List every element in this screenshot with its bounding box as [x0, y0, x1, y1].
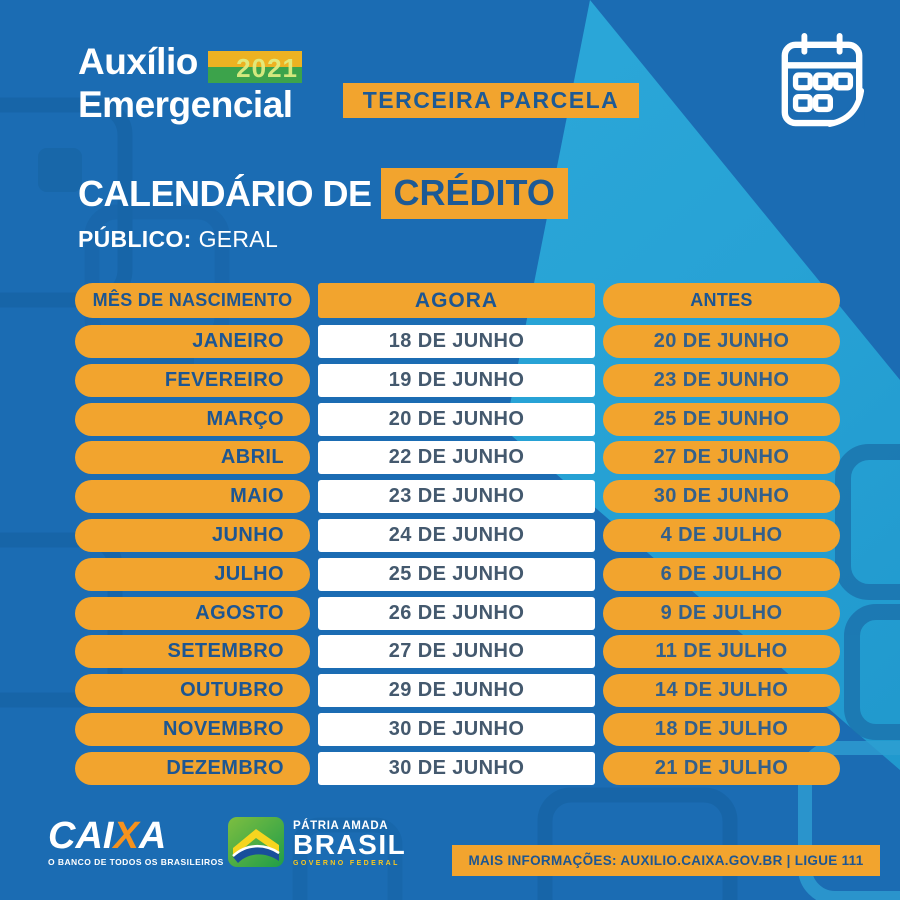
year-label: 2021 [236, 53, 298, 83]
cell-agora-date: 29 DE JUNHO [318, 674, 595, 708]
cell-antes-date: 14 DE JULHO [603, 674, 840, 708]
public-value: GERAL [198, 226, 279, 252]
brasil-label: BRASIL [293, 829, 407, 860]
title-main: CALENDÁRIO DE [78, 172, 372, 214]
logo-line1: Auxílio [78, 41, 198, 82]
caixa-logo: CAIXA O BANCO DE TODOS OS BRASILEIROS [48, 815, 224, 867]
public-line: PÚBLICO: GERAL [78, 226, 278, 253]
cell-antes-date: 21 DE JULHO [603, 751, 840, 785]
table-header-row: MÊS DE NASCIMENTO AGORA ANTES [75, 283, 840, 318]
cell-agora-date: 18 DE JUNHO [318, 325, 595, 358]
cell-month: OUTUBRO [75, 674, 310, 708]
public-label: PÚBLICO: [78, 226, 192, 252]
cell-antes-date: 11 DE JULHO [603, 635, 840, 669]
more-info-bar: MAIS INFORMAÇÕES: AUXILIO.CAIXA.GOV.BR |… [452, 845, 880, 876]
cell-agora-date: 26 DE JUNHO [318, 596, 595, 630]
column-header-antes: ANTES [603, 283, 840, 318]
table-row: NOVEMBRO 30 DE JUNHO 18 DE JULHO [75, 712, 840, 746]
cell-month: JUNHO [75, 518, 310, 552]
cell-antes-date: 30 DE JUNHO [603, 480, 840, 514]
cell-agora-date: 24 DE JUNHO [318, 518, 595, 552]
caixa-letters: CAI [48, 815, 114, 857]
cell-month: SETEMBRO [75, 635, 310, 669]
table-row: MARÇO 20 DE JUNHO 25 DE JUNHO [75, 402, 840, 436]
cell-agora-date: 23 DE JUNHO [318, 480, 595, 514]
logo-line2: Emergencial [78, 84, 293, 125]
cell-antes-date: 4 DE JULHO [603, 518, 840, 552]
cell-antes-date: 6 DE JULHO [603, 557, 840, 591]
table-row: ABRIL 22 DE JUNHO 27 DE JUNHO [75, 441, 840, 475]
cell-agora-date: 22 DE JUNHO [318, 441, 595, 475]
caixa-tagline: O BANCO DE TODOS OS BRASILEIROS [48, 857, 224, 867]
cell-agora-date: 19 DE JUNHO [318, 363, 595, 397]
table-row: AGOSTO 26 DE JUNHO 9 DE JULHO [75, 596, 840, 630]
column-header-month: MÊS DE NASCIMENTO [75, 283, 310, 318]
cell-agora-date: 30 DE JUNHO [318, 751, 595, 785]
cell-month: JANEIRO [75, 325, 310, 358]
cell-month: AGOSTO [75, 596, 310, 630]
brazil-flag-icon [228, 817, 284, 867]
calendar-icon [781, 33, 865, 128]
governo-federal-logo: PÁTRIA AMADA BRASIL GOVERNO FEDERAL [228, 817, 406, 867]
cell-antes-date: 25 DE JUNHO [603, 402, 840, 436]
caixa-wordmark: CAIXA [48, 815, 224, 857]
table-row: JULHO 25 DE JUNHO 6 DE JULHO [75, 557, 840, 591]
auxilio-emergencial-logo: Auxílio Emergencial [78, 40, 293, 126]
cell-antes-date: 20 DE JUNHO [603, 325, 840, 358]
credit-calendar-table: MÊS DE NASCIMENTO AGORA ANTES JANEIRO 18 … [75, 283, 840, 791]
cell-antes-date: 9 DE JULHO [603, 596, 840, 630]
page-title: CALENDÁRIO DE CRÉDITO [78, 168, 568, 219]
cell-antes-date: 27 DE JUNHO [603, 441, 840, 475]
table-row: FEVEREIRO 19 DE JUNHO 23 DE JUNHO [75, 363, 840, 397]
year-2021-badge: 2021 [208, 51, 302, 83]
table-row: MAIO 23 DE JUNHO 30 DE JUNHO [75, 480, 840, 514]
cell-agora-date: 30 DE JUNHO [318, 712, 595, 746]
table-row: DEZEMBRO 30 DE JUNHO 21 DE JULHO [75, 751, 840, 785]
table-row: SETEMBRO 27 DE JUNHO 11 DE JULHO [75, 635, 840, 669]
cell-agora-date: 27 DE JUNHO [318, 635, 595, 669]
cell-agora-date: 25 DE JUNHO [318, 557, 595, 591]
more-info-text: MAIS INFORMAÇÕES: AUXILIO.CAIXA.GOV.BR |… [468, 853, 864, 868]
table-row: JANEIRO 18 DE JUNHO 20 DE JUNHO [75, 325, 840, 358]
cell-antes-date: 23 DE JUNHO [603, 363, 840, 397]
cell-agora-date: 20 DE JUNHO [318, 402, 595, 436]
cell-month: DEZEMBRO [75, 751, 310, 785]
cell-month: MAIO [75, 480, 310, 514]
title-highlight: CRÉDITO [380, 168, 568, 219]
governo-federal-label: GOVERNO FEDERAL [293, 860, 400, 867]
caixa-letters-end: A [138, 815, 167, 857]
patria-amada-label: PÁTRIA AMADA [293, 820, 389, 832]
cell-month: JULHO [75, 557, 310, 591]
table-rows: JANEIRO 18 DE JUNHO 20 DE JUNHO FEVEREIRO 19… [75, 325, 840, 785]
table-row: OUTUBRO 29 DE JUNHO 14 DE JULHO [75, 674, 840, 708]
caixa-x-letter: X [113, 815, 139, 857]
cell-month: MARÇO [75, 402, 310, 436]
cell-month: FEVEREIRO [75, 363, 310, 397]
governo-text-block: PÁTRIA AMADA BRASIL GOVERNO FEDERAL [293, 817, 406, 867]
terceira-parcela-badge: TERCEIRA PARCELA [343, 83, 639, 118]
cell-month: ABRIL [75, 441, 310, 475]
badge-green-stripe [208, 67, 302, 83]
column-header-agora: AGORA [318, 283, 595, 318]
cell-antes-date: 18 DE JULHO [603, 712, 840, 746]
table-row: JUNHO 24 DE JUNHO 4 DE JULHO [75, 518, 840, 552]
cell-month: NOVEMBRO [75, 712, 310, 746]
parcel-label: TERCEIRA PARCELA [362, 87, 620, 113]
badge-yellow-stripe [208, 51, 302, 67]
